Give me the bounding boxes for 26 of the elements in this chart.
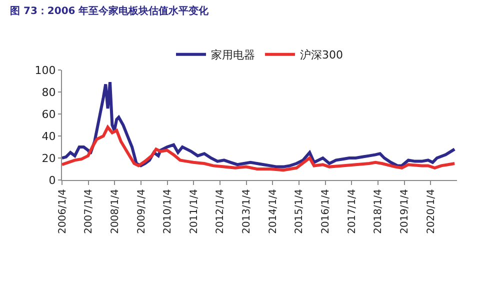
x-tick-label: 2019/1/4: [400, 189, 411, 234]
x-tick-label: 2014/1/4: [268, 189, 279, 234]
x-tick-label: 2009/1/4: [136, 189, 148, 234]
y-tick-label: 0: [48, 174, 56, 187]
line-series: [62, 126, 456, 172]
x-tick-label: 2012/1/4: [215, 189, 226, 234]
chart-title: 图 73：2006 年至今家电板块估值水平变化: [10, 5, 210, 18]
x-tick-label: 2010/1/4: [162, 189, 174, 234]
y-tick-label: 60: [42, 108, 56, 121]
x-tick-label: 2017/1/4: [346, 189, 358, 234]
y-tick-label: 40: [42, 130, 56, 143]
x-tick-label: 2016/1/4: [320, 189, 332, 234]
line-series: [62, 80, 456, 168]
y-tick-label: 100: [34, 64, 56, 77]
x-tick-label: 2020/1/4: [426, 189, 437, 234]
x-tick-label: 2013/1/4: [242, 189, 253, 234]
x-tick-label: 2008/1/4: [110, 189, 121, 234]
x-tick-label: 2015/1/4: [294, 189, 306, 234]
y-tick-label: 20: [42, 152, 56, 165]
x-tick-label: 2006/1/4: [57, 189, 68, 234]
x-tick-label: 2007/1/4: [84, 189, 95, 234]
x-tick-label: 2011/1/4: [188, 189, 200, 234]
legend-label: 家用电器: [211, 48, 255, 62]
y-tick-label: 80: [42, 86, 56, 99]
legend-label: 沪深300: [300, 48, 343, 62]
x-tick-label: 2018/1/4: [373, 189, 384, 234]
